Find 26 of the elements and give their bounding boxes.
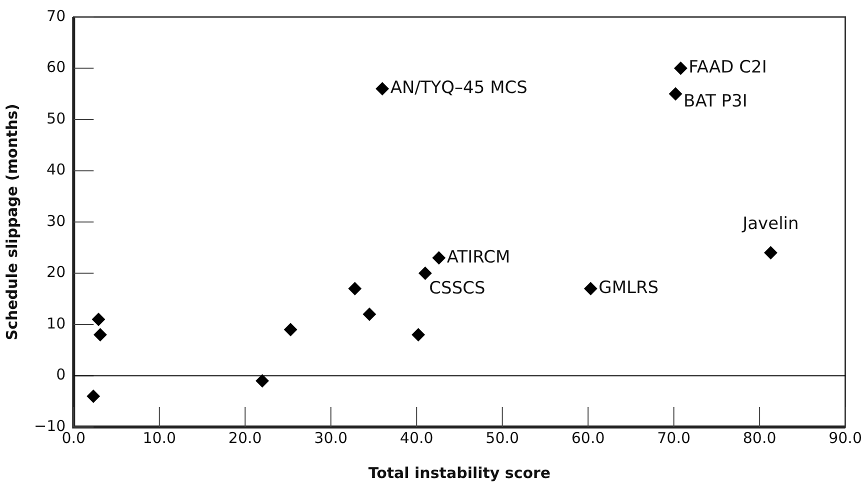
y-tick-label: 60 (46, 58, 66, 76)
annotation: FAAD C2I (688, 58, 767, 78)
x-tick-label: 30.0 (314, 428, 348, 447)
y-tick-label: 0 (56, 366, 66, 384)
y-tick-label: 70 (46, 6, 66, 25)
annotation: ATIRCM (446, 247, 510, 268)
x-tick-label: 60.0 (571, 428, 605, 447)
y-tick-label: 20 (46, 263, 66, 282)
y-axis-title: Schedule slippage (months) (2, 104, 21, 340)
x-tick-label: 90.0 (828, 428, 862, 447)
y-tick-label: 50 (46, 109, 66, 128)
x-tick-label: 40.0 (400, 428, 434, 447)
x-tick-label: 10.0 (142, 428, 176, 447)
y-tick-label: 30 (46, 212, 66, 230)
annotation: BAT P3I (684, 91, 748, 112)
annotation: Javelin (742, 214, 799, 234)
annotation: AN/TYQ–45 MCS (390, 78, 528, 98)
annotation: GMLRS (598, 278, 659, 298)
annotation: CSSCS (429, 278, 486, 299)
x-tick-label: 70.0 (657, 428, 691, 447)
x-tick-label: 80.0 (742, 428, 776, 447)
x-tick-label: 20.0 (228, 428, 262, 447)
y-tick-label: 10 (46, 314, 66, 332)
y-tick-label: 40 (46, 160, 66, 179)
x-axis-title: Total instability score (368, 464, 551, 482)
x-tick-label: 50.0 (486, 428, 520, 447)
